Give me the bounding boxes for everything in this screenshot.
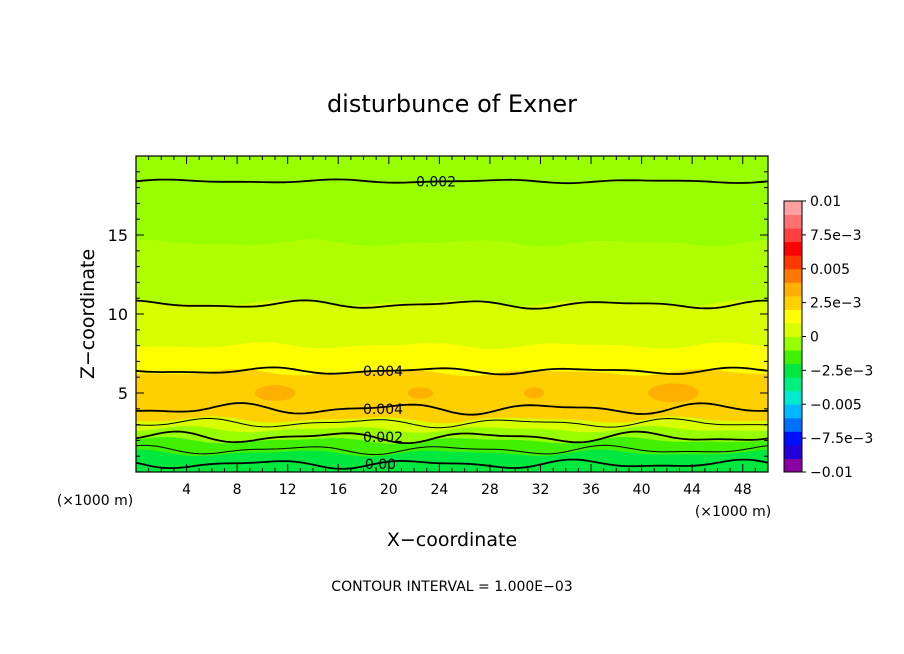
contour-label-4: 0.00 xyxy=(365,457,396,473)
colorbar-swatch-18 xyxy=(784,214,802,229)
colorbar-swatch-10 xyxy=(784,322,802,337)
colorbar-label-1: 7.5e−3 xyxy=(810,228,862,244)
z-tick-label-15: 15 xyxy=(108,226,128,245)
colorbar-label-0: 0.01 xyxy=(810,194,841,210)
colorbar-label-5: −2.5e−3 xyxy=(810,363,873,379)
contour-label-0: 0.002 xyxy=(416,174,456,190)
contour-line-5 xyxy=(135,430,769,444)
z-unit-label: (×1000 m) xyxy=(57,493,133,509)
contour-label-2: 0.004 xyxy=(363,402,403,418)
x-unit-label: (×1000 m) xyxy=(695,504,771,520)
chart-title: disturbunce of Exner xyxy=(327,90,577,118)
contour-line-6 xyxy=(135,444,769,456)
colorbar-label-7: −7.5e−3 xyxy=(810,431,873,447)
colorbar-swatch-4 xyxy=(784,404,802,419)
x-tick-label-36: 36 xyxy=(582,482,600,498)
x-tick-label-16: 16 xyxy=(329,482,347,498)
x-tick-label-44: 44 xyxy=(683,482,701,498)
x-tick-label-8: 8 xyxy=(233,482,242,498)
colorbar-label-8: −0.01 xyxy=(810,465,853,481)
colorbar-swatch-16 xyxy=(784,241,802,256)
x-axis-title: X−coordinate xyxy=(387,529,517,551)
x-tick-label-24: 24 xyxy=(430,482,448,498)
z-tick-label-10: 10 xyxy=(108,305,128,324)
colorbar-swatch-6 xyxy=(784,377,802,392)
contour-line-1 xyxy=(135,299,768,310)
contour-label-1: 0.004 xyxy=(363,364,403,380)
plot-area xyxy=(136,156,768,472)
colorbar: 0.01 7.5e−3 0.005 2.5e−3 0 −2.5e−3 −0.005 −7.5e… xyxy=(783,194,873,481)
colorbar-swatch-2 xyxy=(784,431,802,446)
maximum-blob-0 xyxy=(254,385,296,401)
contour-label-3: 0.002 xyxy=(363,430,403,446)
x-tick-label-48: 48 xyxy=(734,482,752,498)
maximum-blob-1 xyxy=(407,387,434,399)
x-tick-label-4: 4 xyxy=(182,482,191,498)
z-tick-label-5: 5 xyxy=(118,384,128,403)
colorbar-swatch-3 xyxy=(784,417,802,432)
contour-line-3 xyxy=(136,402,769,416)
colorbar-label-4: 0 xyxy=(810,330,819,346)
colorbar-swatch-0 xyxy=(784,458,802,473)
x-tick-label-12: 12 xyxy=(279,482,297,498)
colorbar-label-2: 0.005 xyxy=(810,262,850,278)
contour-line-7 xyxy=(135,458,769,470)
x-tick-label-40: 40 xyxy=(633,482,651,498)
colorbar-swatch-13 xyxy=(784,282,802,297)
x-tick-label-32: 32 xyxy=(532,482,550,498)
colorbar-swatch-1 xyxy=(784,444,802,459)
colorbar-swatch-14 xyxy=(784,268,802,283)
colorbar-swatch-9 xyxy=(784,336,802,351)
colorbar-swatch-5 xyxy=(784,390,802,405)
band-8 xyxy=(136,449,768,472)
colorbar-swatch-19 xyxy=(784,201,802,216)
x-tick-label-20: 20 xyxy=(380,482,398,498)
contour-labels: 0.002 0.004 0.004 0.002 0.00 xyxy=(363,174,456,473)
contour-line-2 xyxy=(135,366,769,376)
contour-line-4 xyxy=(135,417,769,429)
colorbar-swatch-12 xyxy=(784,295,802,310)
contour-line-0 xyxy=(135,178,769,185)
maximum-blob-3 xyxy=(647,383,699,403)
colorbar-label-6: −0.005 xyxy=(810,397,862,413)
contour-interval-footer: CONTOUR INTERVAL = 1.000E−03 xyxy=(331,579,572,595)
y-axis-title: Z−coordinate xyxy=(77,249,99,379)
x-tick-label-28: 28 xyxy=(481,482,499,498)
colorbar-swatch-7 xyxy=(784,363,802,378)
colorbar-label-3: 2.5e−3 xyxy=(810,296,862,312)
colorbar-swatch-11 xyxy=(784,309,802,324)
maximum-blob-2 xyxy=(524,387,545,399)
contour-lines xyxy=(135,178,769,470)
colorbar-swatch-8 xyxy=(784,350,802,365)
colorbar-swatch-15 xyxy=(784,255,802,270)
colorbar-swatch-17 xyxy=(784,228,802,243)
